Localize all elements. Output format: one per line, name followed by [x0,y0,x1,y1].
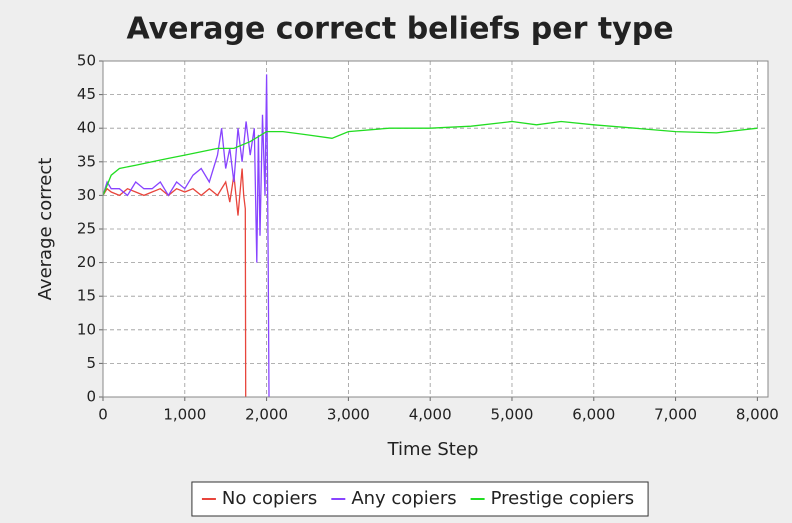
y-tick-label: 10 [77,320,96,338]
x-tick-label: 2,000 [245,406,288,424]
x-tick-label: 5,000 [491,406,534,424]
x-tick-label: 8,000 [736,406,779,424]
legend-box [191,481,649,517]
y-tick-label: 20 [77,253,96,271]
y-axis-label: Average correct [35,158,56,301]
y-tick-label: 35 [77,152,96,170]
series-line [102,120,758,196]
plot-border [102,60,769,398]
y-tick-label: 15 [77,287,96,305]
y-tick-label: 0 [86,388,96,406]
x-tick-label: 7,000 [654,406,697,424]
x-tick-label: 6,000 [572,406,615,424]
legend-label: No copiers [222,488,317,509]
legend-label: Any copiers [351,488,456,509]
legend-label: Prestige copiers [491,488,634,509]
x-tick-label: 0 [98,406,108,424]
series-line [102,168,247,398]
y-tick-label: 30 [77,186,96,204]
x-tick-label: 1,000 [163,406,206,424]
x-tick-label: 3,000 [327,406,370,424]
legend: No copiers Any copiers Prestige copiers [191,481,649,517]
y-tick-label: 40 [77,119,96,137]
x-axis-label: Time Step [387,439,479,460]
x-tick-label: 4,000 [409,406,452,424]
y-tick-label: 5 [86,354,96,372]
y-tick-label: 25 [77,220,96,238]
y-tick-label: 45 [77,85,96,103]
y-tick-label: 50 [77,52,96,70]
chart-title: Average correct beliefs per type [126,12,673,47]
